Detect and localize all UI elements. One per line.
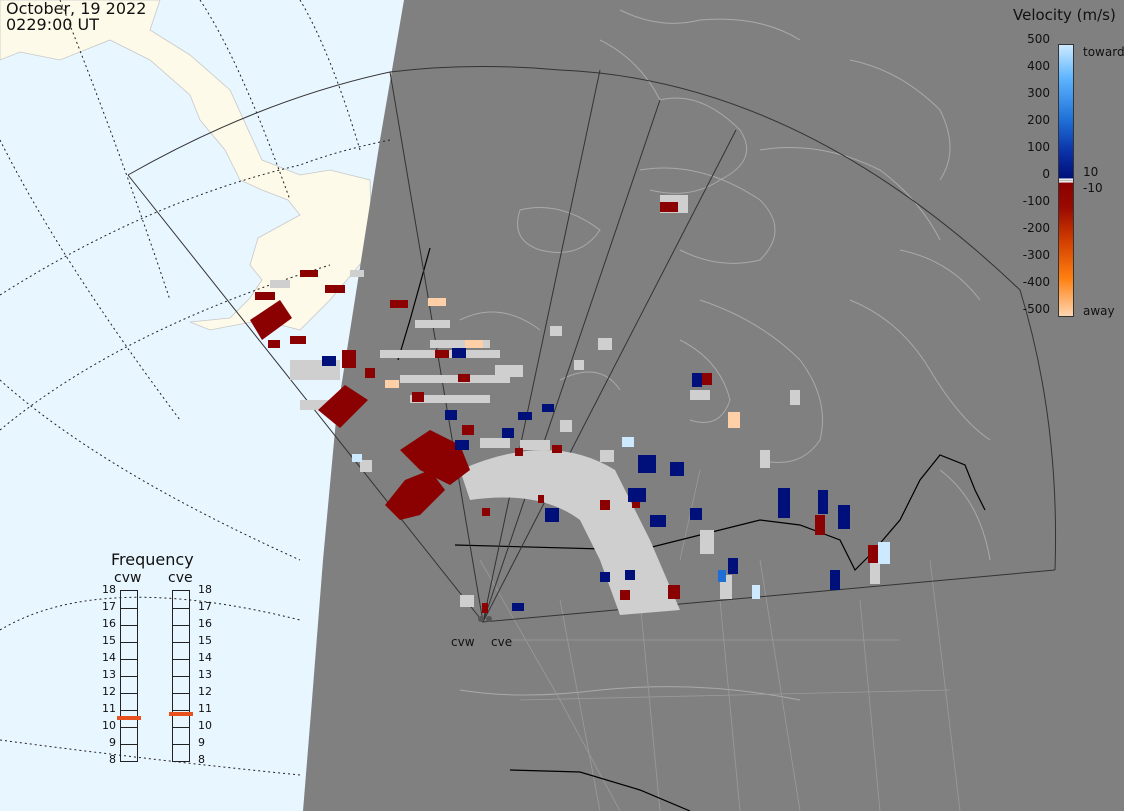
freq-gridline — [121, 727, 137, 728]
freq-gridline — [121, 710, 137, 711]
night-region — [303, 0, 1124, 811]
velocity-tick-8: -300 — [1022, 248, 1050, 262]
freq-scale-left: 9 — [109, 736, 116, 749]
velocity-tick-9: -400 — [1022, 275, 1050, 289]
freq-track-cve — [172, 590, 190, 762]
freq-gridline — [173, 659, 189, 660]
freq-gridline — [121, 693, 137, 694]
freq-gridline — [173, 710, 189, 711]
freq-gridline — [173, 693, 189, 694]
velocity-tick-2: 300 — [1027, 86, 1050, 100]
lat-lon-grid — [0, 0, 391, 776]
velocity-tick-6: -100 — [1022, 194, 1050, 208]
freq-gridline — [173, 744, 189, 745]
freq-gridline — [121, 676, 137, 677]
freq-scale-left: 13 — [102, 668, 116, 681]
freq-scale-right: 11 — [198, 702, 212, 715]
radar-sites — [478, 603, 492, 622]
velocity-small-neg: -10 — [1083, 181, 1103, 195]
freq-radar-cve: cve — [168, 570, 193, 586]
velocity-tick-5: 0 — [1042, 167, 1050, 181]
freq-scale-right: 14 — [198, 651, 212, 664]
freq-scale-left: 11 — [102, 702, 116, 715]
velocity-echoes — [250, 202, 878, 600]
toward-label: toward — [1083, 45, 1124, 59]
freq-scale-right: 10 — [198, 719, 212, 732]
freq-gridline — [173, 676, 189, 677]
freq-scale-left: 18 — [102, 583, 116, 596]
velocity-tick-7: -200 — [1022, 221, 1050, 235]
freq-track-cvw — [120, 590, 138, 762]
coastlines — [459, 9, 991, 701]
velocity-tick-3: 200 — [1027, 113, 1050, 127]
freq-scale-left: 17 — [102, 600, 116, 613]
site-cvw — [478, 616, 484, 622]
freq-gridline — [173, 625, 189, 626]
land-day — [0, 0, 373, 331]
freq-gridline — [173, 642, 189, 643]
freq-scale-left: 12 — [102, 685, 116, 698]
toward-echoes — [322, 348, 850, 611]
away-label: away — [1083, 304, 1115, 318]
freq-gridline — [121, 608, 137, 609]
freq-gridline — [121, 659, 137, 660]
date-label: October, 19 2022 — [6, 0, 147, 18]
freq-gridline — [173, 608, 189, 609]
freq-scale-left: 10 — [102, 719, 116, 732]
time-label: 0229:00 UT — [6, 15, 100, 34]
freq-scale-right: 12 — [198, 685, 212, 698]
velocity-tick-10: -500 — [1022, 302, 1050, 316]
freq-radar-cvw: cvw — [114, 570, 142, 586]
freq-scale-right: 16 — [198, 617, 212, 630]
freq-scale-right: 15 — [198, 634, 212, 647]
velocity-colorbar — [1058, 44, 1074, 317]
freq-gridline — [121, 642, 137, 643]
freq-scale-right: 13 — [198, 668, 212, 681]
freq-marker-cvw — [117, 715, 141, 720]
freq-scale-left: 15 — [102, 634, 116, 647]
velocity-tick-4: 100 — [1027, 140, 1050, 154]
velocity-tick-0: 500 — [1027, 32, 1050, 46]
site-label-cve: cve — [491, 635, 513, 649]
site-label-cvw: cvw — [451, 635, 475, 649]
freq-scale-right: 9 — [198, 736, 205, 749]
frequency-title: Frequency — [111, 550, 194, 569]
freq-gridline — [121, 625, 137, 626]
freq-marker-cve — [169, 712, 193, 717]
freq-scale-left: 8 — [109, 753, 116, 766]
freq-scale-right: 17 — [198, 600, 212, 613]
velocity-legend-title: Velocity (m/s) — [1013, 6, 1116, 24]
freq-scale-left: 14 — [102, 651, 116, 664]
freq-scale-right: 8 — [198, 753, 205, 766]
site-cve — [486, 616, 492, 622]
misc-echoes — [352, 298, 890, 599]
freq-scale-right: 18 — [198, 583, 212, 596]
freq-gridline — [121, 744, 137, 745]
velocity-tick-1: 400 — [1027, 59, 1050, 73]
freq-scale-left: 16 — [102, 617, 116, 630]
velocity-small-pos: 10 — [1083, 165, 1099, 179]
freq-gridline — [173, 727, 189, 728]
